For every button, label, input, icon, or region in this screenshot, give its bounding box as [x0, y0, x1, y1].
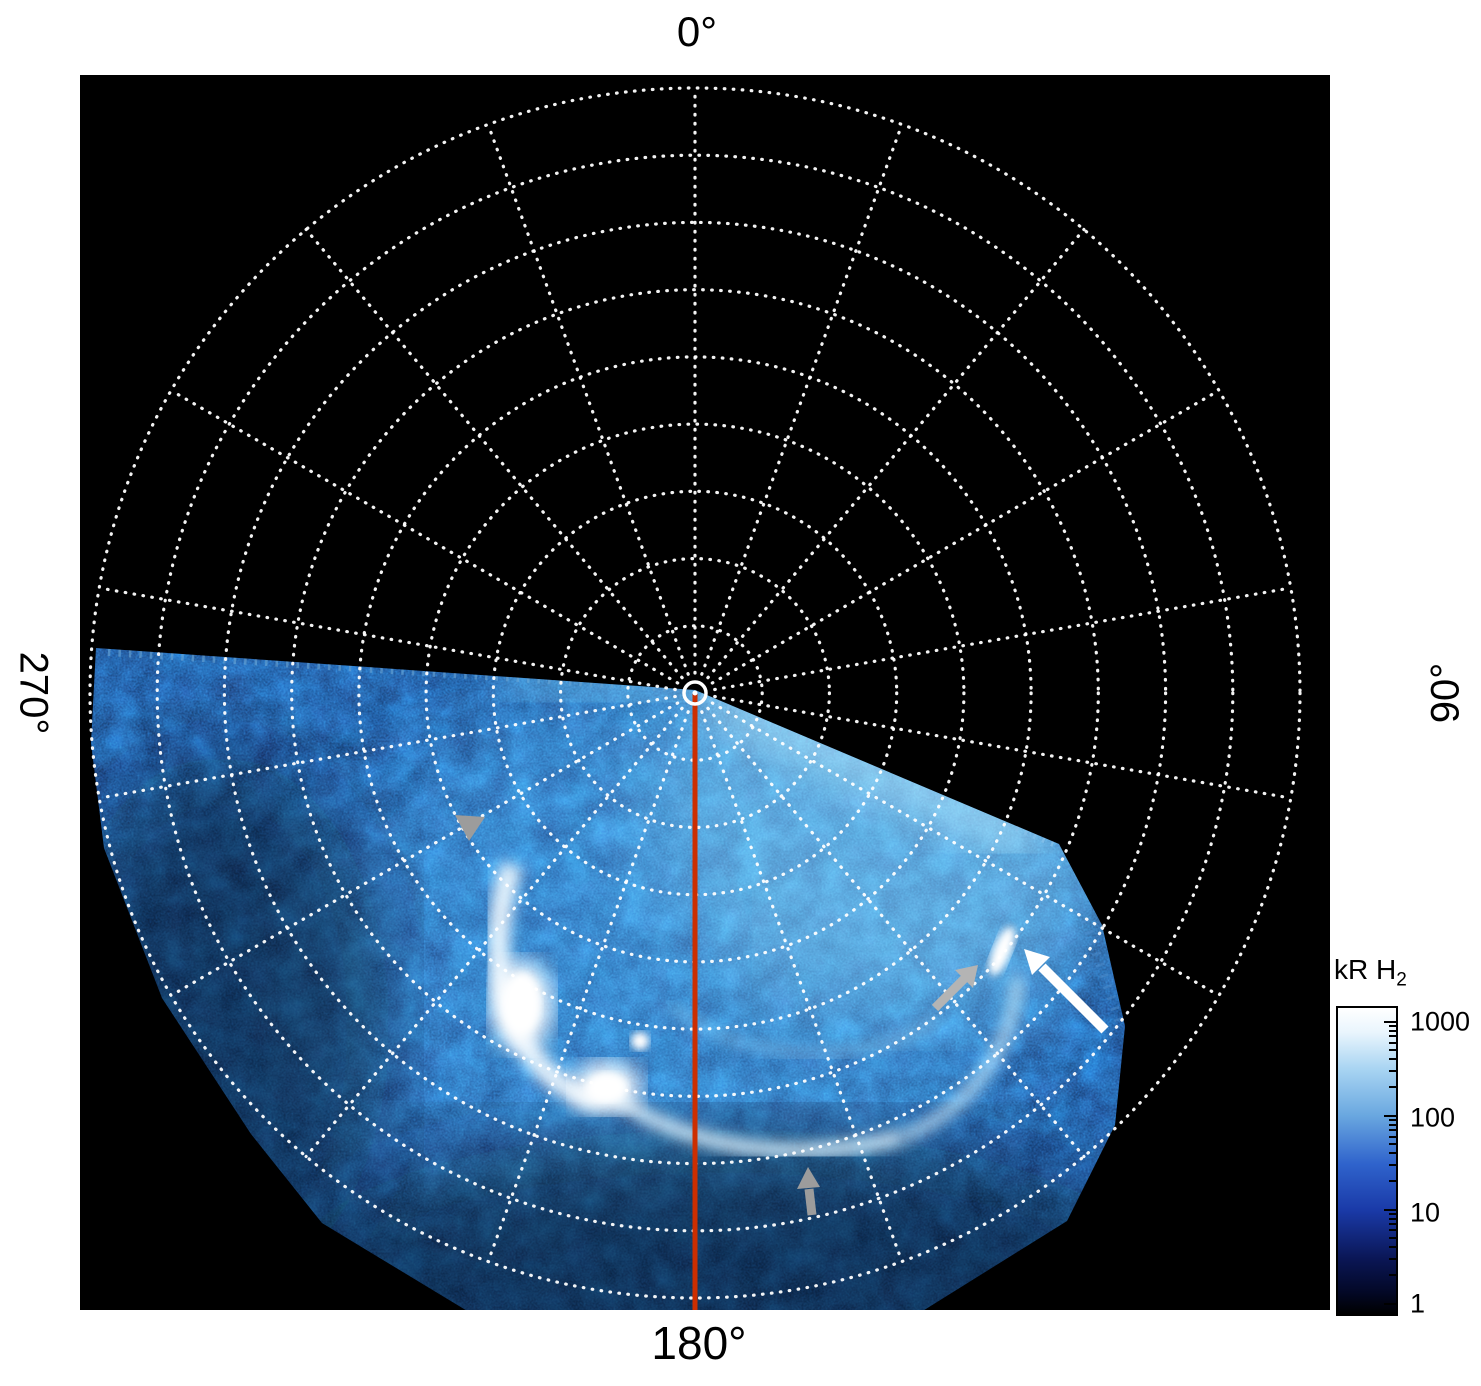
colorbar-labels: 1000 100 10 1: [1410, 1006, 1480, 1319]
gray-triangle-dusk: [455, 815, 485, 841]
angle-label-180: 180°: [651, 1317, 747, 1369]
colorbar: kR H2 1000 100 10 1: [1334, 954, 1481, 1319]
grid-ring: [626, 624, 764, 762]
colorbar-major-tick: [1384, 1020, 1396, 1023]
colorbar-minor-tick: [1389, 1257, 1396, 1260]
colorbar-minor-tick: [1389, 1212, 1396, 1215]
colorbar-minor-tick: [1389, 1058, 1396, 1061]
annotation-arrows: [455, 815, 1109, 1216]
colorbar-major-tick: [1384, 1302, 1396, 1305]
aurora-image: [91, 648, 1125, 1310]
colorbar-minor-tick: [1389, 1025, 1396, 1028]
colorbar-minor-tick: [1389, 1041, 1396, 1044]
grid-spoke: [713, 586, 1293, 692]
gray-arrow-south: [797, 1167, 820, 1216]
pole-marker: [682, 680, 708, 706]
grid-spoke: [713, 694, 1293, 800]
small-bright-dot: [631, 1032, 649, 1050]
dawn-bright-spot: [989, 926, 1015, 976]
colorbar-minor-tick: [1389, 1129, 1396, 1132]
colorbar-minor-tick: [1389, 1069, 1396, 1072]
polar-plot-area: [80, 75, 1330, 1310]
grid-spoke: [706, 227, 1086, 680]
colorbar-minor-tick: [1389, 1142, 1396, 1145]
grid-ring: [88, 86, 1302, 1300]
grid-spoke: [97, 586, 677, 692]
grid-spoke: [710, 701, 1221, 998]
grid-spoke: [169, 388, 680, 685]
colorbar-tick-label-1: 1: [1410, 1288, 1426, 1319]
colorbar-major-tick: [1384, 1208, 1396, 1211]
grid-spoke: [304, 706, 684, 1159]
angle-label-90: 90°: [1423, 662, 1468, 724]
grid-spoke: [486, 710, 690, 1264]
colorbar-minor-tick: [1389, 1163, 1396, 1166]
grid-ring: [559, 557, 831, 829]
colorbar-major-tick: [1384, 1114, 1396, 1117]
colorbar-title: kR H2: [1334, 954, 1407, 991]
grid-spoke: [706, 706, 1086, 1159]
grid-spoke: [486, 122, 690, 676]
colorbar-minor-tick: [1389, 1152, 1396, 1155]
main-oval-arc-south: [603, 1086, 904, 1158]
colorbar-minor-tick: [1389, 1049, 1396, 1052]
colorbar-minor-tick: [1389, 1236, 1396, 1239]
colorbar-minor-tick: [1389, 1180, 1396, 1183]
grid-spoke: [169, 701, 680, 998]
colorbar-minor-tick: [1389, 1274, 1396, 1277]
gray-arrow-dawn: [931, 965, 978, 1012]
colorbar-minor-tick: [1389, 1029, 1396, 1032]
colorbar-minor-tick: [1389, 1086, 1396, 1089]
colorbar-tick-label-10: 10: [1410, 1197, 1441, 1228]
grid-spoke: [97, 694, 677, 800]
angle-label-0: 0°: [676, 8, 718, 55]
colorbar-tick-label-1000: 1000: [1410, 1006, 1471, 1037]
angle-label-270: 270°: [11, 651, 56, 735]
colorbar-minor-tick: [1389, 1135, 1396, 1138]
colorbar-minor-tick: [1389, 1123, 1396, 1126]
colorbar-minor-tick: [1389, 1217, 1396, 1220]
grid-spoke: [304, 227, 684, 680]
colorbar-gradient: [1336, 1006, 1398, 1316]
grid-ring: [290, 288, 1100, 1098]
colorbar-tick-label-100: 100: [1410, 1102, 1456, 1133]
white-arrow: [1024, 949, 1109, 1034]
grid-spoke: [700, 710, 904, 1264]
grid-spoke: [710, 388, 1221, 685]
colorbar-minor-tick: [1389, 1035, 1396, 1038]
colorbar-minor-tick: [1389, 1118, 1396, 1121]
colorbar-minor-tick: [1389, 1223, 1396, 1226]
main-oval-arc-dawn: [899, 977, 1024, 1143]
grid-spoke: [700, 122, 904, 676]
colorbar-minor-tick: [1389, 1229, 1396, 1232]
colorbar-minor-tick: [1389, 1246, 1396, 1249]
